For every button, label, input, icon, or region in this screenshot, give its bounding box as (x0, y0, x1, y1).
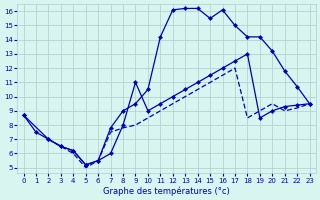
X-axis label: Graphe des températures (°c): Graphe des températures (°c) (103, 186, 230, 196)
